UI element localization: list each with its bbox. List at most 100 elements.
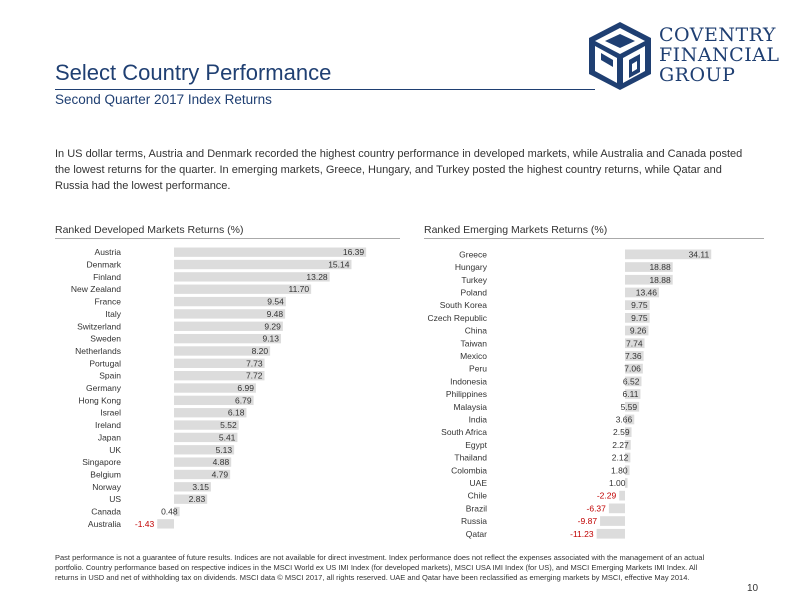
developed-value-label: 6.79 — [235, 395, 252, 405]
emerging-bar — [625, 325, 649, 336]
emerging-category-label: Colombia — [451, 465, 487, 475]
emerging-bar — [596, 528, 625, 539]
emerging-bar — [625, 465, 630, 476]
developed-bar — [174, 494, 208, 504]
emerging-category-label: Taiwan — [461, 338, 488, 348]
developed-bar — [174, 457, 232, 467]
logo-line-1: COVENTRY — [659, 24, 776, 46]
cfg-cube-logo-icon — [589, 22, 651, 90]
developed-bar — [174, 296, 286, 307]
emerging-category-label: Hungary — [455, 262, 488, 272]
developed-value-label: 15.14 — [328, 260, 350, 270]
logo-wordmark: COVENTRY FINANCIAL GROUP — [659, 25, 780, 85]
emerging-value-label: 9.75 — [631, 313, 648, 323]
emerging-category-label: Turkey — [461, 275, 487, 285]
developed-bar — [174, 395, 254, 406]
developed-value-label: 4.88 — [213, 457, 230, 467]
developed-bar — [174, 346, 271, 356]
developed-value-label: 5.13 — [216, 445, 233, 455]
developed-bar — [174, 358, 265, 368]
emerging-value-label: 1.80 — [611, 465, 628, 475]
developed-chart-rule — [55, 238, 400, 239]
emerging-value-label: 6.11 — [623, 389, 639, 399]
developed-category-label: Canada — [91, 507, 121, 517]
emerging-value-label: 34.11 — [689, 249, 710, 259]
emerging-value-label: 5.59 — [621, 402, 638, 412]
emerging-value-label: 9.75 — [631, 300, 648, 310]
developed-category-label: Sweden — [90, 334, 121, 344]
emerging-value-label: 2.12 — [612, 453, 629, 463]
developed-bar — [174, 309, 286, 319]
logo-line-2: FINANCIAL — [659, 44, 780, 66]
emerging-markets-bar-chart: Greece 34.11 Hungary 18.88 Turkey 18.88 Poland… — [427, 249, 712, 539]
developed-category-label: Switzerland — [77, 321, 121, 331]
emerging-value-label: 2.27 — [612, 440, 629, 450]
emerging-value-label: -11.23 — [570, 529, 594, 539]
emerging-value-label: 7.36 — [625, 351, 642, 361]
emerging-value-label: 18.88 — [649, 262, 671, 272]
developed-category-label: France — [95, 297, 122, 307]
developed-bar — [174, 321, 283, 331]
logo-line-3: GROUP — [659, 64, 736, 86]
developed-markets-bar-chart: Austria 16.39 Denmark 15.14 Finland 13.28 New … — [71, 247, 367, 529]
developed-value-label: -1.43 — [135, 519, 155, 529]
developed-bar — [174, 284, 312, 294]
emerging-bar — [625, 414, 635, 425]
emerging-category-label: Egypt — [465, 440, 487, 450]
developed-value-label: 16.39 — [343, 247, 365, 257]
emerging-bar — [625, 249, 712, 260]
emerging-value-label: 7.74 — [626, 338, 643, 348]
page-number: 10 — [747, 583, 759, 594]
emerging-category-label: Chile — [468, 491, 488, 501]
developed-value-label: 9.29 — [264, 321, 281, 331]
emerging-value-label: 7.06 — [624, 364, 641, 374]
developed-bar — [174, 445, 235, 455]
developed-value-label: 11.70 — [289, 284, 310, 294]
developed-bar — [174, 272, 330, 282]
emerging-bar — [625, 401, 640, 412]
intro-paragraph: In US dollar terms, Austria and Denmark … — [55, 148, 743, 192]
developed-value-label: 4.79 — [212, 469, 229, 479]
developed-value-label: 9.48 — [267, 309, 284, 319]
developed-value-label: 2.83 — [189, 494, 206, 504]
developed-category-label: Ireland — [95, 420, 121, 430]
developed-category-label: Austria — [95, 247, 122, 257]
developed-category-label: Netherlands — [75, 346, 121, 356]
emerging-category-label: Indonesia — [450, 376, 487, 386]
emerging-bar — [625, 452, 631, 463]
emerging-value-label: 1.00 — [609, 478, 626, 488]
developed-bar — [174, 259, 352, 270]
developed-value-label: 7.73 — [246, 358, 263, 368]
emerging-value-label: 9.26 — [630, 326, 647, 336]
emerging-value-label: -9.87 — [578, 516, 598, 526]
developed-value-label: 7.72 — [246, 371, 263, 381]
emerging-bar — [625, 363, 643, 374]
developed-category-label: Finland — [93, 272, 121, 282]
emerging-category-label: Russia — [461, 516, 487, 526]
emerging-chart-rule — [424, 238, 764, 239]
emerging-bar — [625, 427, 632, 437]
developed-category-label: Portugal — [89, 358, 121, 368]
emerging-bar — [608, 503, 625, 514]
emerging-bar — [625, 313, 650, 323]
page-subtitle: Second Quarter 2017 Index Returns — [55, 92, 272, 107]
emerging-bar — [625, 262, 673, 272]
developed-category-label: Italy — [105, 309, 121, 319]
developed-value-label: 13.28 — [306, 272, 328, 282]
developed-category-label: Israel — [100, 408, 121, 418]
emerging-value-label: 13.46 — [636, 287, 658, 297]
developed-bar — [174, 383, 256, 393]
developed-chart-title: Ranked Developed Markets Returns (%) — [55, 224, 244, 236]
emerging-category-label: Philippines — [446, 389, 487, 399]
developed-category-label: Singapore — [82, 457, 121, 467]
emerging-bar — [625, 440, 631, 450]
emerging-value-label: -2.29 — [597, 491, 617, 501]
emerging-category-label: India — [469, 414, 488, 424]
developed-value-label: 9.54 — [267, 297, 284, 307]
developed-value-label: 6.99 — [237, 383, 254, 393]
emerging-bar — [625, 389, 641, 399]
emerging-value-label: 18.88 — [649, 275, 671, 285]
developed-bar — [174, 420, 239, 430]
developed-bar — [174, 333, 282, 344]
developed-value-label: 9.13 — [262, 334, 279, 344]
